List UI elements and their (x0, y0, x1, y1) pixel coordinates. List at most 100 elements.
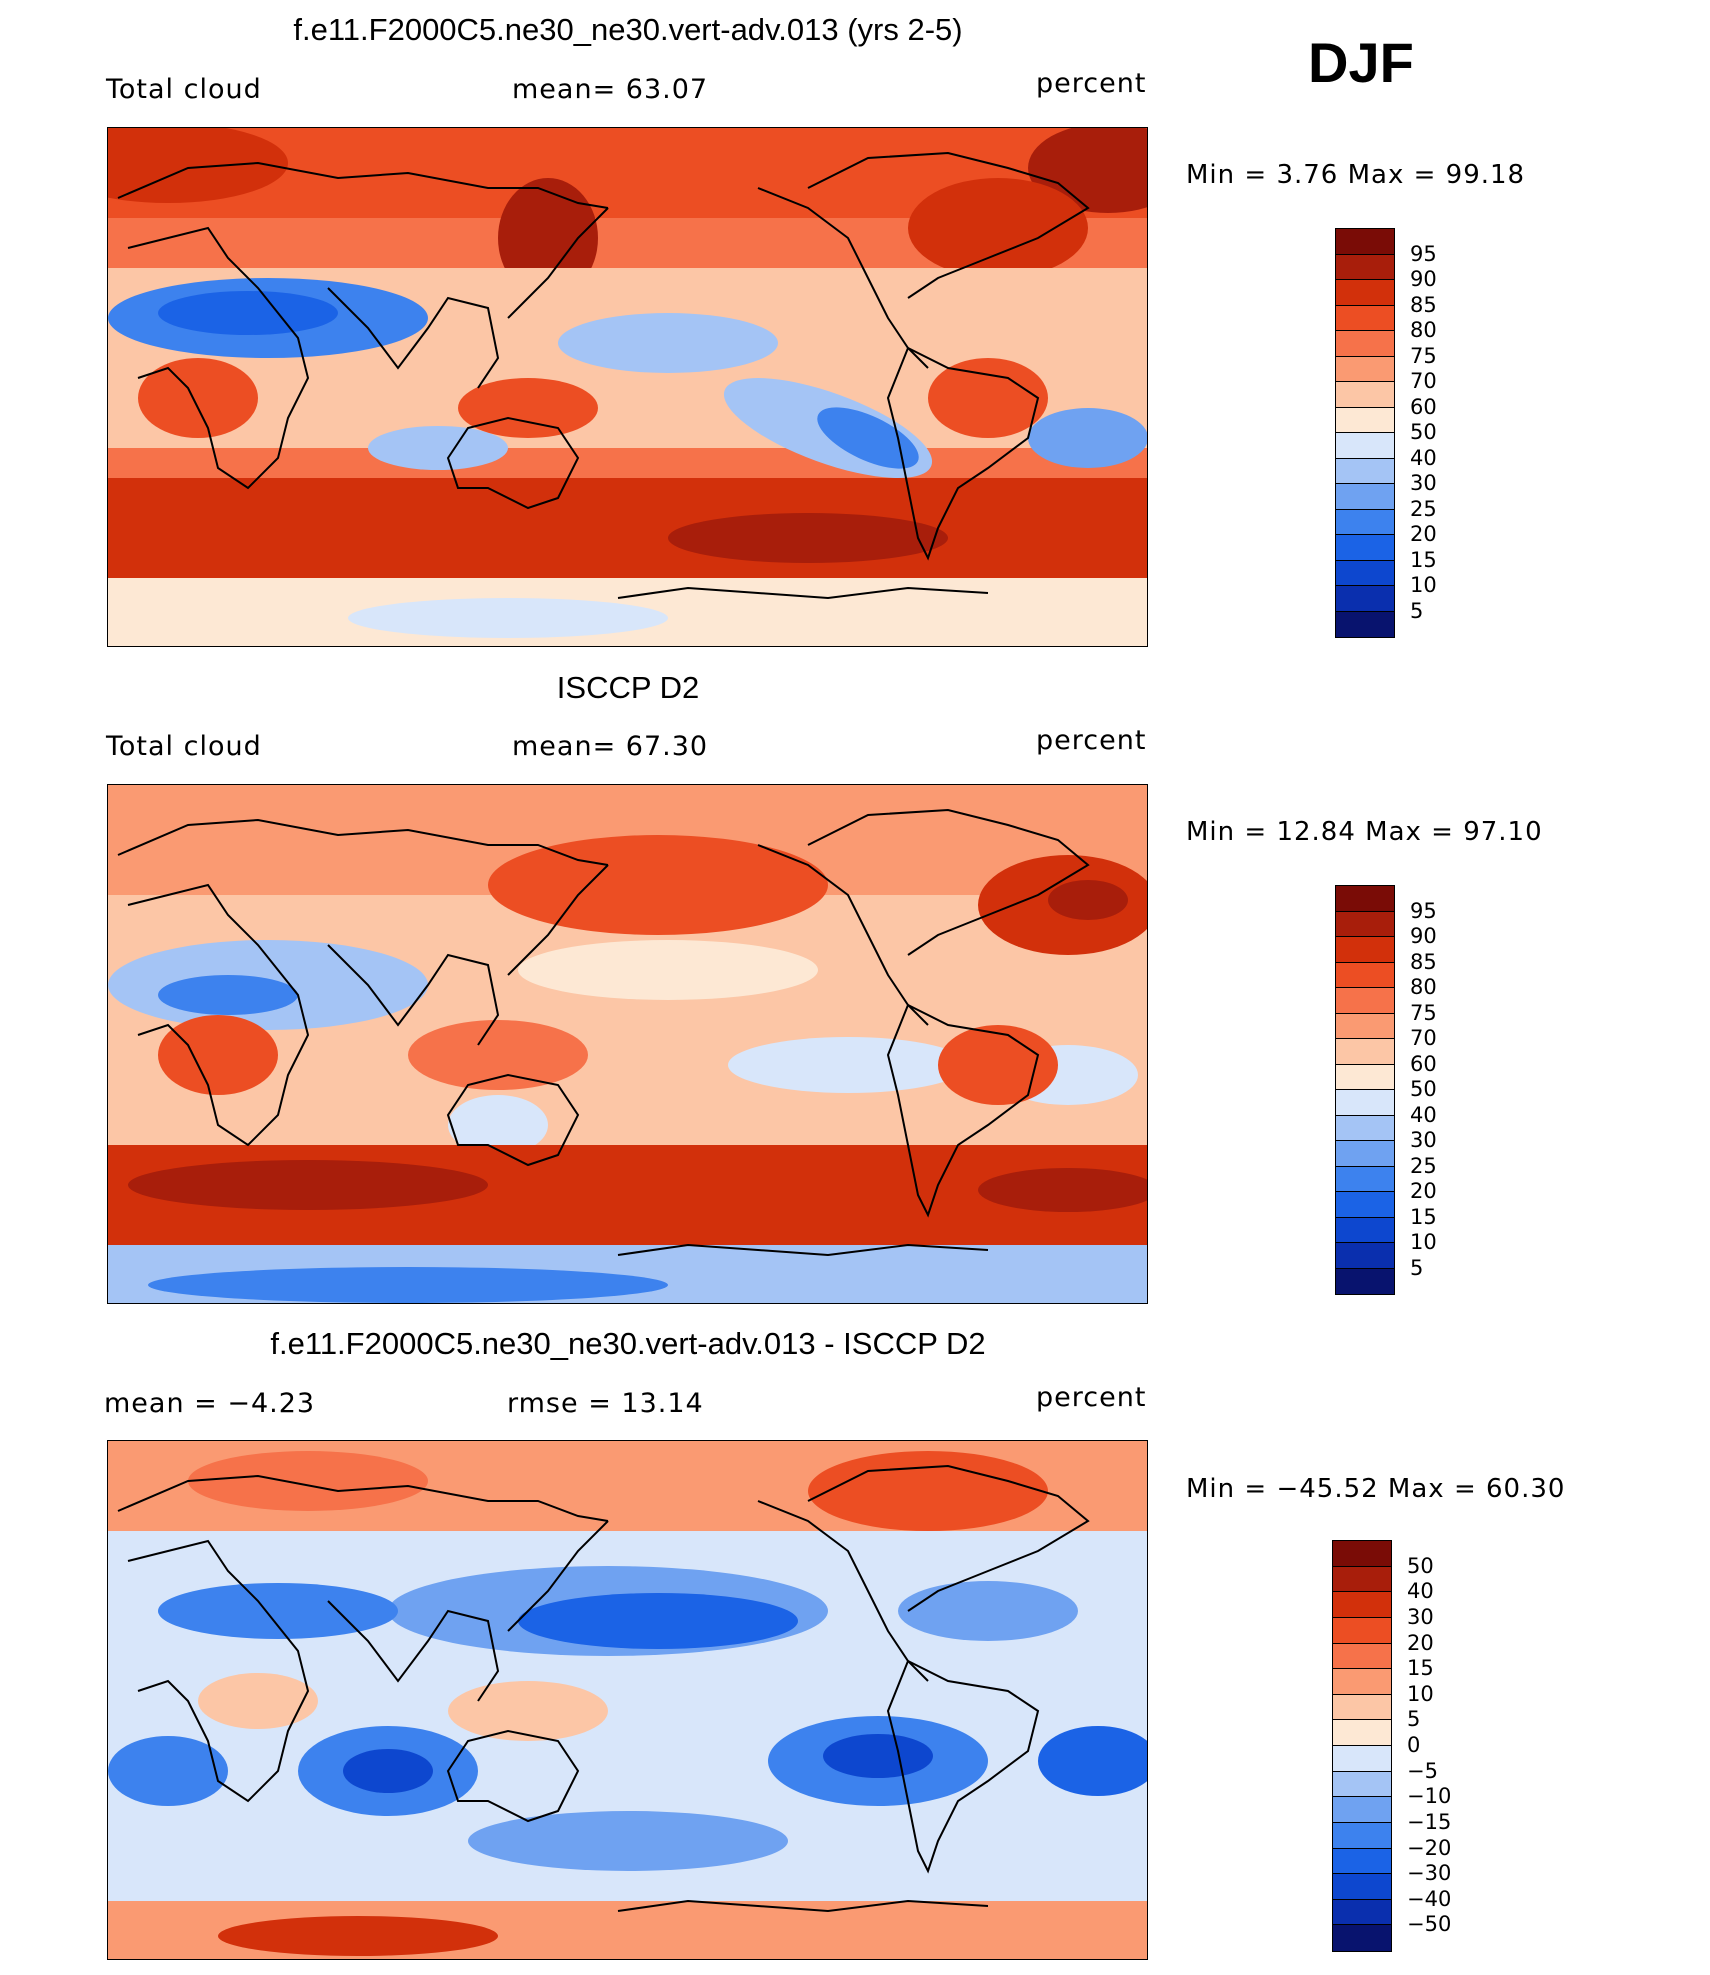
colorbar-swatch (1336, 1115, 1394, 1141)
colorbar-tick-label: 15 (1410, 1204, 1437, 1229)
colorbar-swatch (1336, 1166, 1394, 1192)
season-label: DJF (1308, 31, 1414, 94)
colorbar-swatch (1336, 1039, 1394, 1065)
colorbar-swatch (1333, 1874, 1391, 1900)
colorbar-swatch (1333, 1797, 1391, 1823)
colorbar-swatch (1336, 560, 1394, 586)
colorbar-swatch (1333, 1541, 1391, 1567)
coastline (617, 1899, 989, 1913)
colorbar-tick-label: −10 (1407, 1784, 1452, 1809)
colorbar-swatch (1333, 1822, 1391, 1849)
colorbar-swatch (1336, 356, 1394, 382)
panel-2-min-max: Min = 12.84 Max = 97.10 (1186, 817, 1543, 847)
colorbar-tick-label: 15 (1407, 1656, 1434, 1681)
coastlines (117, 808, 1090, 1257)
coastline (446, 416, 580, 510)
panel-1-map (107, 127, 1148, 647)
colorbar-tick-label: 30 (1407, 1604, 1434, 1629)
panel-1-colorbar (1335, 228, 1395, 638)
colorbar-swatch (1336, 988, 1394, 1014)
cloud-region (1048, 880, 1128, 920)
diff-region (468, 1811, 788, 1871)
cloud-region (138, 358, 258, 438)
panel-2-variable-label: Total cloud (106, 731, 262, 762)
colorbar-tick-label: −30 (1407, 1861, 1452, 1886)
cloud-region (1028, 408, 1147, 468)
colorbar-swatch (1333, 1848, 1391, 1875)
colorbar-tick-label: 80 (1410, 318, 1437, 342)
colorbar-swatch (1333, 1925, 1391, 1951)
panel-3-rmse-label: rmse = 13.14 (507, 1388, 704, 1419)
cloud-region (518, 940, 818, 1000)
coastline (117, 161, 609, 209)
coastline (117, 1474, 609, 1522)
coastline (617, 586, 989, 600)
coastline (127, 226, 310, 490)
colorbar-tick-label: 75 (1410, 1000, 1437, 1025)
southern-storm-band (108, 478, 1147, 578)
cloud-region (368, 426, 508, 470)
diff-region (343, 1749, 433, 1793)
colorbar-swatch (1336, 1243, 1394, 1269)
colorbar-swatch (1336, 886, 1394, 912)
panel-2-mean-label: mean= 67.30 (512, 731, 709, 762)
cloud-region (817, 407, 919, 469)
coastline (807, 151, 1090, 299)
colorbar-tick-label: −40 (1407, 1886, 1452, 1911)
panel-3-map (107, 1440, 1148, 1960)
colorbar-swatch (1336, 433, 1394, 459)
colorbar-tick-label: 25 (1410, 1153, 1437, 1178)
panel-1-contour-map (108, 128, 1147, 646)
colorbar-tick-label: −50 (1407, 1912, 1452, 1937)
cloud-region (668, 513, 948, 563)
colorbar-swatch (1336, 937, 1394, 963)
cloud-region (928, 358, 1048, 438)
colorbar-tick-label: 25 (1410, 496, 1437, 521)
panel-2-colorbar (1335, 885, 1395, 1295)
diff-region (198, 1673, 318, 1729)
colorbar-swatch (1336, 1064, 1394, 1090)
diff-region (898, 1581, 1078, 1641)
panel-3-title: f.e11.F2000C5.ne30_ne30.vert-adv.013 - I… (270, 1326, 986, 1361)
cloud-region (938, 1025, 1058, 1105)
colorbar-tick-label: 70 (1410, 1026, 1437, 1050)
colorbar-swatch (1333, 1899, 1391, 1926)
colorbar-tick-label: 95 (1410, 898, 1437, 923)
colorbar-tick-label: 40 (1410, 445, 1437, 470)
coastline (117, 818, 609, 866)
diff-region (448, 1681, 608, 1741)
colorbar-swatch (1336, 382, 1394, 408)
colorbar-swatch (1336, 911, 1394, 937)
colorbar-tick-label: 0 (1407, 1733, 1421, 1757)
coastline (507, 207, 609, 319)
colorbar-swatch (1336, 962, 1394, 988)
panel-1-title: f.e11.F2000C5.ne30_ne30.vert-adv.013 (yr… (293, 12, 963, 47)
panel-3-min-max: Min = −45.52 Max = 60.30 (1186, 1474, 1566, 1504)
colorbar-tick-label: 50 (1407, 1553, 1434, 1578)
coastline (127, 1539, 310, 1803)
colorbar-tick-label: 10 (1410, 573, 1437, 597)
colorbar-swatch (1336, 1090, 1394, 1116)
cloud-region (128, 1160, 488, 1210)
coastline (327, 1600, 500, 1702)
cloud-region (158, 975, 298, 1015)
colorbar-swatch (1336, 229, 1394, 255)
cloud-region (908, 178, 1088, 278)
colorbar-tick-label: −5 (1407, 1758, 1438, 1783)
colorbar-tick-label: −15 (1407, 1809, 1452, 1834)
colorbar-tick-label: 40 (1407, 1579, 1434, 1604)
colorbar-tick-label: 10 (1410, 1230, 1437, 1254)
colorbar-tick-label: 85 (1410, 949, 1437, 974)
colorbar-tick-label: 70 (1410, 369, 1437, 393)
colorbar-swatch (1333, 1746, 1391, 1772)
panel-3-units-label: percent (1036, 1382, 1147, 1413)
cloud-region (348, 598, 668, 638)
panel-2-map (107, 784, 1148, 1304)
colorbar-tick-label: 90 (1410, 267, 1437, 291)
diff-region (823, 1734, 933, 1778)
colorbar-tick-label: 60 (1410, 1051, 1437, 1076)
colorbar-swatch (1333, 1694, 1391, 1721)
colorbar-tick-label: 75 (1410, 343, 1437, 368)
panel-3-contour-map (108, 1441, 1147, 1959)
colorbar-tick-label: −20 (1407, 1835, 1452, 1860)
